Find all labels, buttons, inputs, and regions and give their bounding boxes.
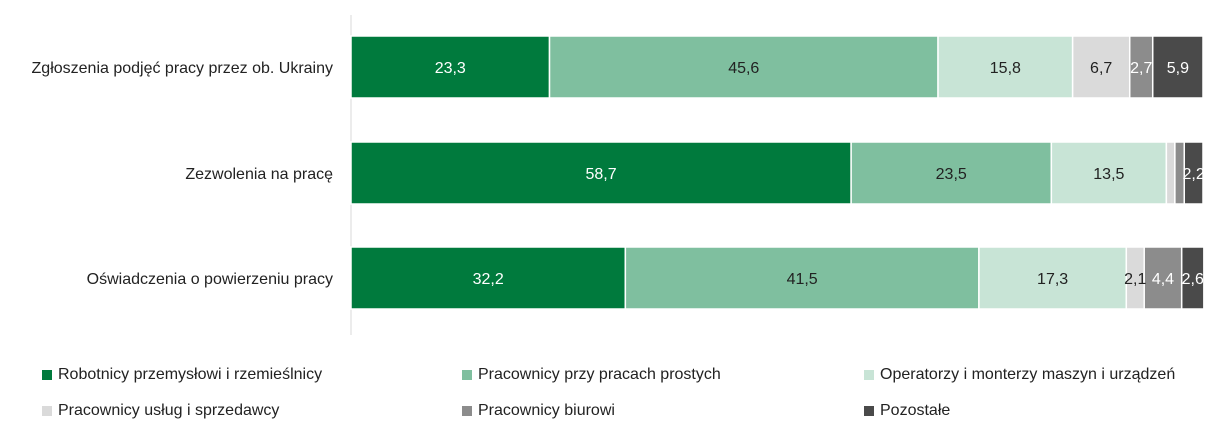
data-label: 2,1 (1124, 271, 1146, 288)
bar-segment (350, 141, 852, 205)
category-label: Oświadczenia o powierzeniu pracy (87, 271, 333, 288)
legend-label: Pracownicy usług i sprzedawcy (58, 402, 280, 419)
legend-item: Robotnicy przemysłowi i rzemieślnicy (42, 366, 322, 384)
legend-item: Operatorzy i monterzy maszyn i urządzeń (864, 366, 1175, 384)
data-label: 41,5 (787, 271, 818, 288)
legend-label: Operatorzy i monterzy maszyn i urządzeń (880, 366, 1176, 383)
legend-label: Pracownicy biurowi (478, 402, 615, 419)
legend-item: Pracownicy usług i sprzedawcy (42, 402, 279, 420)
bar-segment (1180, 246, 1205, 310)
legend-label: Robotnicy przemysłowi i rzemieślnicy (58, 366, 323, 383)
bar-segment (1151, 35, 1204, 99)
legend-label: Pozostałe (880, 402, 951, 419)
legend-item: Pracownicy biurowi (462, 402, 615, 420)
data-label: 6,7 (1090, 60, 1112, 77)
value-labels: 23,3 45,6 15,8 6,7 2,7 5,9 58,7 23,5 13,5 2,2 32,2… (435, 60, 1205, 288)
category-label: Zezwolenia na pracę (185, 166, 333, 183)
data-label: 4,4 (1152, 271, 1174, 288)
bar-segment (1183, 141, 1204, 205)
data-label: 2,2 (1183, 166, 1205, 183)
data-label: 15,8 (990, 60, 1021, 77)
legend: Robotnicy przemysłowi i rzemieślnicy Prac… (0, 360, 1213, 422)
data-label: 2,7 (1130, 60, 1152, 77)
legend-swatch (42, 406, 52, 416)
bar-segment (548, 35, 939, 99)
bar-segment (624, 246, 980, 310)
bar-segment (1165, 141, 1176, 205)
legend-swatch (864, 406, 874, 416)
data-label: 5,9 (1167, 60, 1189, 77)
data-label: 23,5 (936, 166, 967, 183)
data-label: 13,5 (1093, 166, 1124, 183)
category-labels: Zgłoszenia podjęć pracy przez ob. Ukrain… (32, 60, 334, 288)
legend-swatch (462, 370, 472, 380)
bars (350, 35, 1205, 310)
data-label: 45,6 (728, 60, 759, 77)
category-label: Zgłoszenia podjęć pracy przez ob. Ukrain… (32, 60, 333, 77)
legend-item: Pracownicy przy pracach prostych (462, 366, 721, 384)
legend-label: Pracownicy przy pracach prostych (478, 366, 721, 383)
legend-swatch (42, 370, 52, 380)
data-label: 2,6 (1182, 271, 1204, 288)
bar-segment (978, 246, 1128, 310)
legend-swatch (462, 406, 472, 416)
stacked-bar-chart: Zgłoszenia podjęć pracy przez ob. Ukrain… (32, 15, 1205, 335)
data-label: 32,2 (473, 271, 504, 288)
data-label: 17,3 (1037, 271, 1068, 288)
data-label: 58,7 (585, 166, 616, 183)
bar-segment (1143, 246, 1183, 310)
legend-swatch (864, 370, 874, 380)
bar-segment (937, 35, 1074, 99)
legend-item: Pozostałe (864, 402, 950, 420)
data-label: 23,3 (435, 60, 466, 77)
